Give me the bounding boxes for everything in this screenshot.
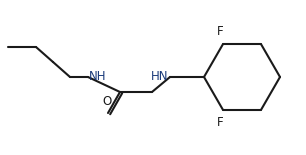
Text: F: F [217,116,223,129]
Text: O: O [103,95,112,108]
Text: HN: HN [151,69,168,82]
Text: NH: NH [89,69,106,82]
Text: F: F [217,25,223,38]
